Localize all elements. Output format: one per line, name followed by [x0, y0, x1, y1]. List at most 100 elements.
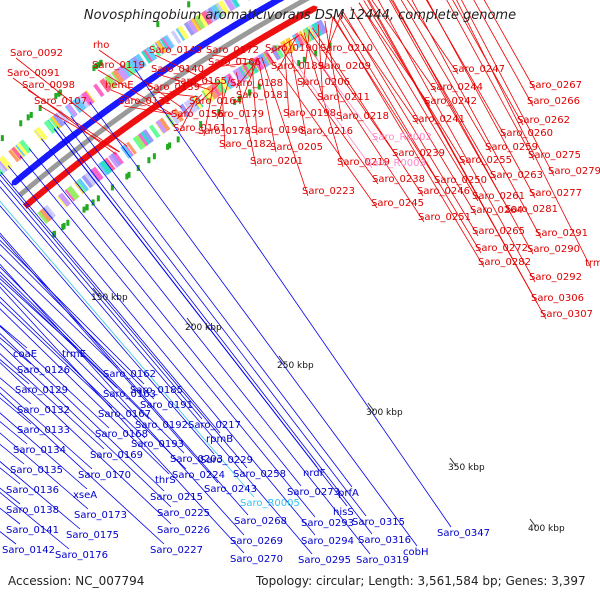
reverse-gene-label: Saro_0295 — [298, 555, 351, 566]
forward-gene-label: Saro_0306 — [531, 293, 584, 304]
leader-line — [0, 353, 105, 450]
leader-line — [89, 101, 418, 547]
forward-function-box — [137, 133, 149, 147]
leader-line — [19, 155, 316, 518]
rna-marker — [94, 63, 98, 70]
leader-line — [0, 362, 172, 525]
leader-line — [461, 0, 555, 177]
leader-line — [279, 46, 379, 185]
reverse-gene-label: Saro_0217 — [188, 420, 241, 431]
leader-line — [337, 13, 482, 254]
forward-function-box — [222, 75, 234, 90]
forward-gene-label: Saro_0282 — [478, 257, 531, 268]
scale-tick — [92, 287, 100, 297]
reverse-gene-label: Saro_0258 — [233, 469, 286, 480]
figure-title: Novosphingobium aromaticivorans DSM 1244… — [83, 8, 517, 23]
leader-line — [0, 301, 113, 409]
leader-line — [0, 461, 81, 530]
forward-function-box — [37, 209, 51, 224]
forward-gene-label: Saro_0255 — [459, 155, 512, 166]
forward-gene-label: Saro_0238 — [372, 174, 425, 185]
scale-labels: 150 kbp 200 kbp 250 kbp 300 kbp 350 kbp 400 k… — [91, 287, 565, 534]
reverse-function-box — [11, 146, 23, 160]
forward-gene-label: Saro_0241 — [412, 114, 465, 125]
leader-line — [221, 81, 226, 150]
leader-line — [456, 0, 592, 269]
reverse-function-box — [223, 0, 236, 12]
forward-gene-label: Saro_0091 — [7, 68, 60, 79]
reverse-gene-label: Saro_0136 — [6, 485, 59, 496]
leader-line — [0, 359, 30, 385]
rna-marker — [57, 90, 61, 97]
forward-gene-label: Saro_0198 — [283, 108, 336, 119]
reverse-function-box — [187, 19, 199, 34]
forward-function-box — [183, 100, 196, 115]
forward-gene-label: Saro_0189 — [271, 61, 324, 72]
reverse-gene-label: Saro_0294 — [301, 536, 354, 547]
reverse-gene-label: Saro_0168 — [95, 429, 148, 440]
reverse-gene-label: Saro_0347 — [437, 528, 490, 539]
forward-gene-label: Saro_0092 — [10, 48, 63, 59]
forward-function-box — [273, 44, 285, 59]
reverse-gene-label: thrS — [155, 475, 176, 486]
forward-function-box — [284, 37, 297, 52]
reverse-gene-label: Saro_0170 — [78, 470, 131, 481]
forward-rna-label: Saro_R0002 — [372, 132, 432, 143]
leader-line — [333, 16, 485, 268]
leader-line — [0, 392, 165, 545]
leader-line — [0, 232, 249, 516]
forward-gene-label: Saro_0259 — [485, 142, 538, 153]
forward-gene-label: Saro_0140 — [151, 64, 204, 75]
forward-function-box — [99, 159, 113, 175]
forward-gene-label: Saro_0190 — [265, 43, 318, 54]
forward-gene-label: Saro_0201 — [250, 156, 303, 167]
reverse-gene-label: Saro_0162 — [103, 369, 156, 380]
scale-label: 350 kbp — [448, 463, 485, 473]
rna-marker — [176, 136, 180, 143]
forward-gene-label: Saro_0210 — [320, 43, 373, 54]
leader-line — [308, 29, 399, 159]
reverse-gene-label: xseA — [73, 490, 97, 501]
forward-function-box — [41, 207, 53, 221]
reverse-function-box — [127, 58, 140, 73]
forward-gene-label: Saro_0178 — [198, 126, 251, 137]
forward-function-box — [126, 141, 137, 155]
leader-line — [267, 53, 378, 209]
leader-line — [0, 179, 203, 420]
reverse-gene-label: Saro_0176 — [55, 550, 108, 561]
reverse-gene-label: Saro_0191 — [140, 400, 193, 411]
reverse-gene-label: Saro_0163 — [103, 389, 156, 400]
leader-line — [28, 148, 302, 487]
leader-line — [0, 286, 245, 554]
reverse-gene-label: Saro_0293 — [301, 518, 354, 529]
reverse-function-box — [193, 14, 206, 30]
forward-gene-label: Saro_0206 — [297, 77, 350, 88]
leader-line — [0, 235, 219, 484]
forward-function-box — [44, 204, 57, 219]
leader-line — [452, 0, 524, 126]
reverse-function-box — [8, 148, 22, 163]
forward-gene-label: Saro_0216 — [300, 126, 353, 137]
reverse-function-box — [0, 159, 8, 174]
reverse-gene-label: Saro_0225 — [157, 508, 210, 519]
leader-line — [15, 57, 128, 147]
leader-line — [389, 0, 512, 215]
forward-gene-label: Saro_0267 — [529, 80, 582, 91]
leader-line — [0, 397, 32, 425]
forward-function-box — [42, 206, 55, 220]
rna-marker — [147, 157, 151, 164]
leader-line — [12, 77, 117, 155]
forward-gene-label: Saro_0107 — [34, 96, 87, 107]
forward-gene-label: Saro_0119 — [92, 60, 145, 71]
leader-line — [0, 263, 245, 536]
leader-line — [0, 296, 146, 439]
forward-gene-label: Saro_0166 — [208, 57, 261, 68]
reverse-gene-label: prfA — [338, 488, 359, 499]
leader-line — [358, 2, 479, 202]
reverse-gene-label: Saro_0215 — [150, 492, 203, 503]
forward-gene-label: Saro_0277 — [529, 188, 582, 199]
leader-line — [0, 174, 248, 469]
